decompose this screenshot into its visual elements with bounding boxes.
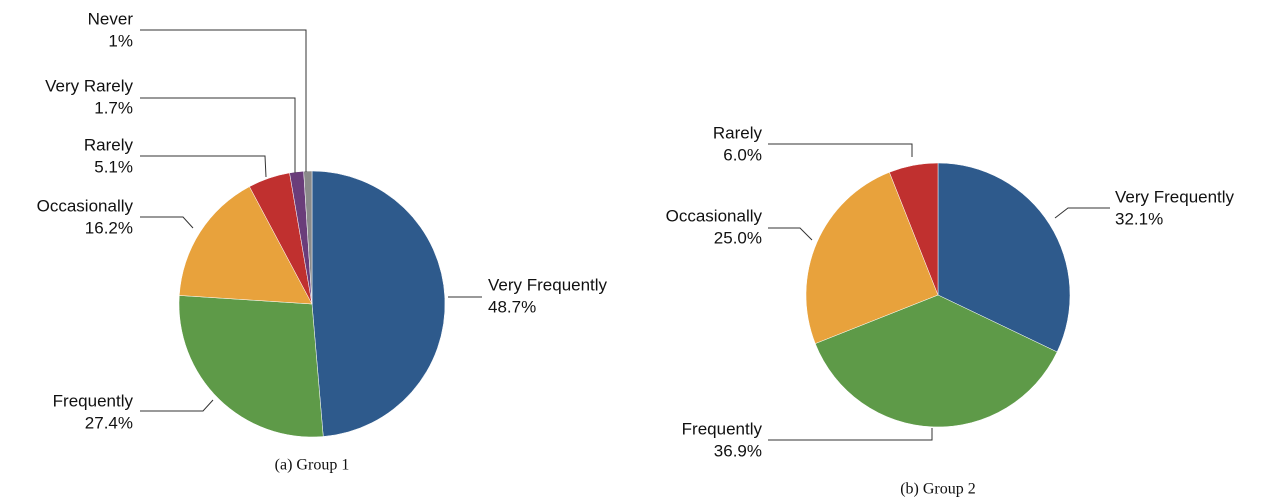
leader-line [140, 97, 296, 173]
pie-slice [311, 170, 446, 437]
slice-label: Occasionally [37, 196, 134, 215]
leader-line [1054, 207, 1110, 219]
slice-value-label: 48.7% [488, 297, 536, 316]
chart-caption: (a) Group 1 [275, 457, 350, 474]
leader-line [768, 143, 913, 157]
slice-value-label: 6.0% [723, 145, 762, 164]
slice-label: Rarely [713, 123, 763, 142]
leader-line [140, 29, 307, 172]
leader-line [140, 155, 267, 178]
slice-label: Rarely [84, 135, 134, 154]
pie-slice [179, 186, 313, 305]
chart-caption: (b) Group 2 [900, 481, 976, 498]
slice-value-label: 1.7% [94, 98, 133, 117]
leader-line [768, 227, 813, 241]
slice-label: Never [88, 9, 134, 28]
pie-slice [178, 295, 324, 438]
slice-value-label: 25.0% [714, 228, 762, 247]
pie-slice [937, 162, 1071, 353]
pie-slice [814, 294, 1058, 428]
leader-line [140, 216, 194, 229]
slice-label: Frequently [53, 391, 134, 410]
pie-slice [805, 171, 939, 344]
slice-value-label: 16.2% [85, 218, 133, 237]
pie-slice [889, 162, 939, 296]
slice-label: Frequently [682, 419, 763, 438]
slice-label: Very Frequently [1115, 187, 1235, 206]
slice-label: Very Frequently [488, 275, 608, 294]
slice-label: Occasionally [666, 206, 763, 225]
leader-line [140, 399, 214, 412]
slice-value-label: 27.4% [85, 413, 133, 432]
slice-label: Very Rarely [45, 76, 133, 95]
slice-value-label: 36.9% [714, 441, 762, 460]
leader-line [768, 428, 933, 441]
pie-slice [303, 170, 313, 305]
slice-value-label: 5.1% [94, 157, 133, 176]
slice-value-label: 1% [108, 31, 133, 50]
slice-value-label: 32.1% [1115, 209, 1163, 228]
